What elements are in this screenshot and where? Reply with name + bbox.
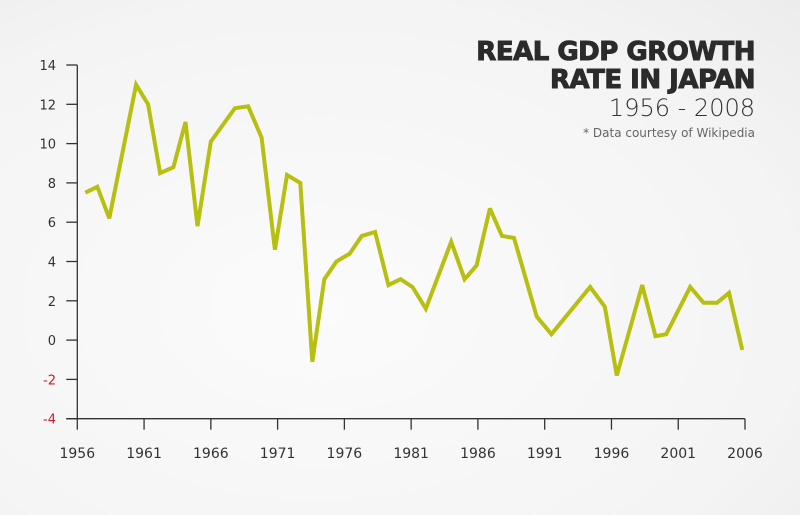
y-tick-label: -2: [43, 373, 56, 388]
x-tick-label: 1996: [594, 446, 630, 462]
x-tick-label: 1986: [460, 446, 496, 462]
data-source-note: * Data courtesy of Wikipedia: [583, 126, 755, 140]
x-tick-label: 2006: [727, 446, 763, 462]
x-tick-label: 1956: [59, 446, 95, 462]
chart-title-block: REAL GDP GROWTH RATE IN JAPAN 1956 - 200…: [476, 37, 756, 141]
chart-subtitle: 1956 - 2008: [608, 94, 755, 122]
y-tick-label: 4: [48, 256, 56, 271]
chart-title-line-1: REAL GDP GROWTH: [476, 37, 756, 67]
x-tick-label: 1971: [260, 446, 296, 462]
x-tick-label: 1976: [327, 446, 363, 462]
x-tick-label: 1961: [126, 446, 162, 462]
y-tick-label: 6: [48, 216, 56, 231]
y-tick-label: 2: [48, 295, 56, 310]
ticks: 14 12 10 8 6 4 2 0 -2 -4 1956 1961 1966 1971 1976 1981 1…: [39, 59, 762, 462]
axes: [66, 65, 745, 420]
y-tick-label: -4: [43, 413, 56, 428]
x-tick-label: 2001: [660, 446, 696, 462]
y-tick-label: 10: [39, 138, 56, 153]
y-tick-label: 12: [39, 98, 56, 113]
x-tick-label: 1981: [393, 446, 429, 462]
chart-title-line-2: RATE IN JAPAN: [549, 65, 756, 95]
y-tick-label: 14: [39, 59, 56, 74]
y-tick-label: 8: [48, 177, 56, 192]
series: [84, 79, 745, 377]
x-tick-label: 1966: [193, 446, 229, 462]
y-tick-label: 0: [48, 334, 56, 349]
gdp-growth-series-line: [84, 79, 745, 377]
x-tick-label: 1991: [527, 446, 563, 462]
